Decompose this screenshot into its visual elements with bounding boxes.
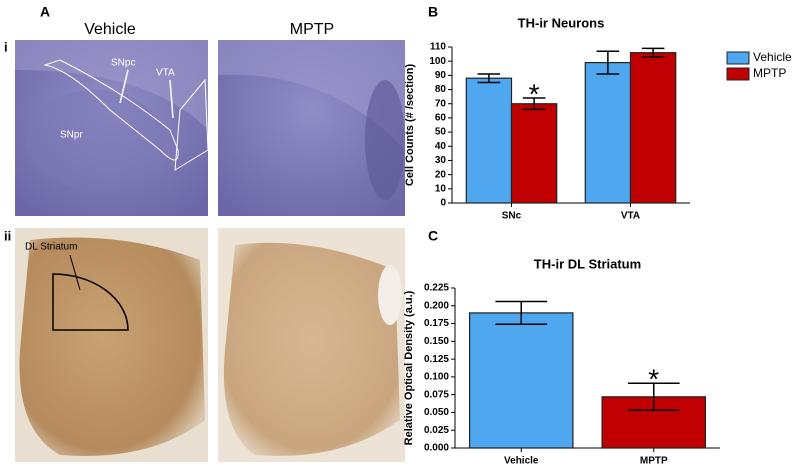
y-tick-label: 40 xyxy=(435,141,447,152)
photo-vehicle-ii xyxy=(15,228,208,462)
panel-label: B xyxy=(428,4,438,20)
y-tick-label: 0.175 xyxy=(424,318,449,329)
legend-label: Vehicle xyxy=(753,50,792,64)
region-label: SNpc xyxy=(111,58,135,69)
photo-mptp-ii xyxy=(218,228,405,462)
x-tick-label: VTA xyxy=(621,211,640,222)
bar xyxy=(465,77,513,204)
panel-label: C xyxy=(428,228,438,244)
x-tick-label: MPTP xyxy=(640,456,668,467)
y-tick-label: 0.150 xyxy=(424,336,449,347)
error-bar xyxy=(495,300,548,326)
y-tick-label: 20 xyxy=(435,169,447,180)
y-tick-label: 70 xyxy=(435,98,447,109)
row-label: ii xyxy=(4,228,11,243)
y-tick-label: 10 xyxy=(435,183,447,194)
row-label: i xyxy=(4,39,8,54)
y-tick-label: 0.200 xyxy=(424,300,449,311)
x-tick-label: Vehicle xyxy=(504,456,539,467)
y-tick-label: 90 xyxy=(435,70,447,81)
significance-mark: * xyxy=(648,364,659,395)
y-tick-label: 0.025 xyxy=(424,425,449,436)
region-label: SNpr xyxy=(60,130,83,141)
significance-mark: * xyxy=(529,78,540,109)
y-tick-label: 0.100 xyxy=(424,372,449,383)
y-tick-label: 0.125 xyxy=(424,354,449,365)
y-tick-label: 80 xyxy=(435,84,447,95)
chart-title: TH-ir DL Striatum xyxy=(534,256,641,271)
bar xyxy=(584,61,632,204)
error-bar xyxy=(641,47,665,58)
legend-swatch xyxy=(726,51,750,65)
region-label: VTA xyxy=(156,68,175,79)
bar xyxy=(468,312,574,449)
x-tick-label: SNc xyxy=(502,211,522,222)
y-tick-label: 0.050 xyxy=(424,407,449,418)
y-axis-label: Relative Optical Density (a.u.) xyxy=(403,290,415,445)
photo-vehicle-i xyxy=(15,40,209,216)
y-tick-label: 50 xyxy=(435,127,447,138)
error-bar xyxy=(477,73,501,84)
bar xyxy=(510,103,558,204)
chart-title: TH-ir Neurons xyxy=(518,15,605,30)
y-axis-label: Cell Counts (# /section) xyxy=(404,64,416,187)
y-tick-label: 0 xyxy=(440,198,446,209)
legend-label: MPTP xyxy=(753,66,786,80)
bar xyxy=(629,52,677,204)
y-tick-label: 100 xyxy=(429,56,446,67)
panel-label: A xyxy=(40,4,50,20)
error-bar xyxy=(596,50,620,75)
y-tick-label: 30 xyxy=(435,155,447,166)
y-tick-label: 0.000 xyxy=(424,443,449,454)
error-bar xyxy=(627,382,680,412)
y-tick-label: 0.075 xyxy=(424,389,449,400)
error-bar xyxy=(522,97,546,111)
photo-mptp-i xyxy=(218,40,405,216)
y-tick-label: 0.225 xyxy=(424,283,449,294)
column-label: Vehicle xyxy=(84,21,136,38)
y-tick-label: 60 xyxy=(435,113,447,124)
column-label: MPTP xyxy=(290,21,334,38)
y-tick-label: 110 xyxy=(430,42,447,53)
legend-swatch xyxy=(726,67,750,81)
region-label: DL Striatum xyxy=(25,242,77,253)
